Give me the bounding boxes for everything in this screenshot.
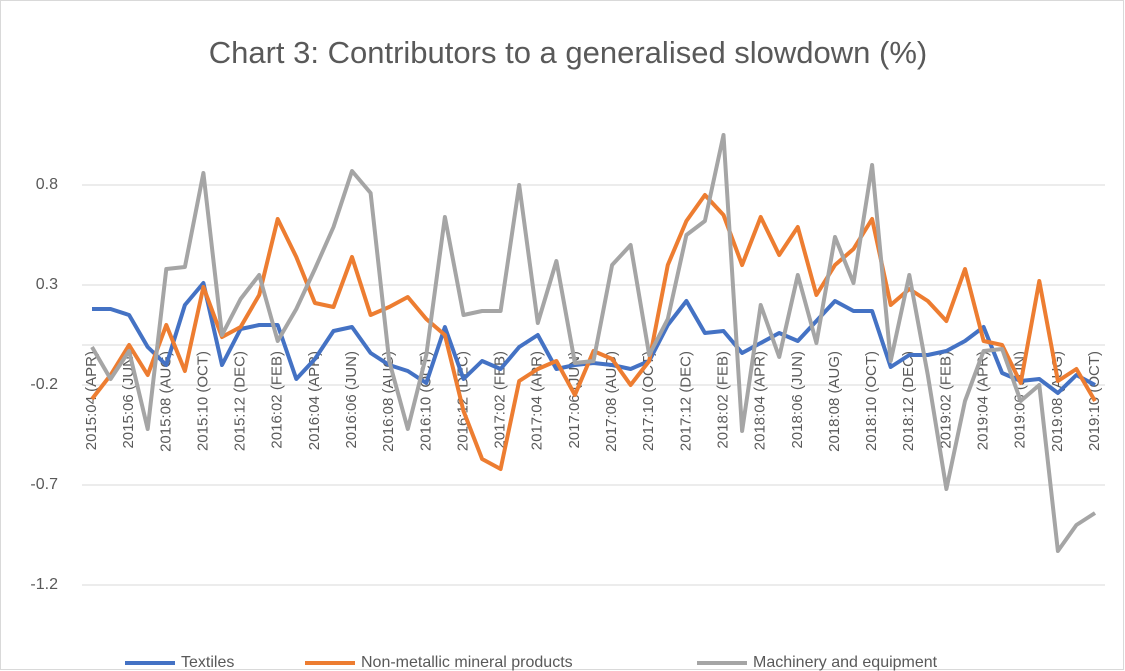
x-tick-label: 2015:08 (AUG) bbox=[157, 351, 174, 452]
x-tick-label: 2017:10 (OCT) bbox=[640, 351, 657, 451]
x-tick-label: 2016:02 (FEB) bbox=[269, 351, 286, 449]
x-tick-label: 2018:06 (JUN) bbox=[789, 351, 806, 449]
x-tick-label: 2015:12 (DEC) bbox=[232, 351, 249, 451]
y-tick-label: 0.3 bbox=[36, 276, 58, 293]
x-tick-label: 2017:12 (DEC) bbox=[677, 351, 694, 451]
x-tick-label: 2018:08 (AUG) bbox=[826, 351, 843, 452]
y-tick-label: -0.7 bbox=[30, 476, 58, 493]
x-tick-label: 2017:08 (AUG) bbox=[603, 351, 620, 452]
x-tick-label: 2015:10 (OCT) bbox=[194, 351, 211, 451]
series-line bbox=[90, 133, 1097, 553]
x-tick-label: 2017:06 (JUN) bbox=[566, 351, 583, 449]
legend-label: Textiles bbox=[181, 654, 234, 671]
legend-label: Non-metallic mineral products bbox=[361, 654, 573, 671]
x-tick-label: 2016:06 (JUN) bbox=[343, 351, 360, 449]
x-tick-label: 2018:10 (OCT) bbox=[863, 351, 880, 451]
x-tick-label: 2017:02 (FEB) bbox=[492, 351, 509, 449]
x-tick-label: 2018:02 (FEB) bbox=[714, 351, 731, 449]
x-tick-label: 2018:12 (DEC) bbox=[900, 351, 917, 451]
y-tick-label: -1.2 bbox=[30, 576, 58, 593]
y-tick-label: 0.8 bbox=[36, 176, 58, 193]
x-tick-label: 2018:04 (APR) bbox=[752, 351, 769, 450]
legend-label: Machinery and equipment bbox=[753, 654, 938, 671]
x-tick-label: 2019:02 (FEB) bbox=[937, 351, 954, 449]
y-tick-label: -0.2 bbox=[30, 376, 58, 393]
x-tick-label: 2017:04 (APR) bbox=[529, 351, 546, 450]
x-tick-label: 2016:04 (APR) bbox=[306, 351, 323, 450]
x-tick-label: 2015:04 (APR) bbox=[83, 351, 100, 450]
x-tick-label: 2019:04 (APR) bbox=[975, 351, 992, 450]
x-tick-label: 2019:08 (AUG) bbox=[1049, 351, 1066, 452]
chart-title: Chart 3: Contributors to a generalised s… bbox=[209, 35, 928, 70]
